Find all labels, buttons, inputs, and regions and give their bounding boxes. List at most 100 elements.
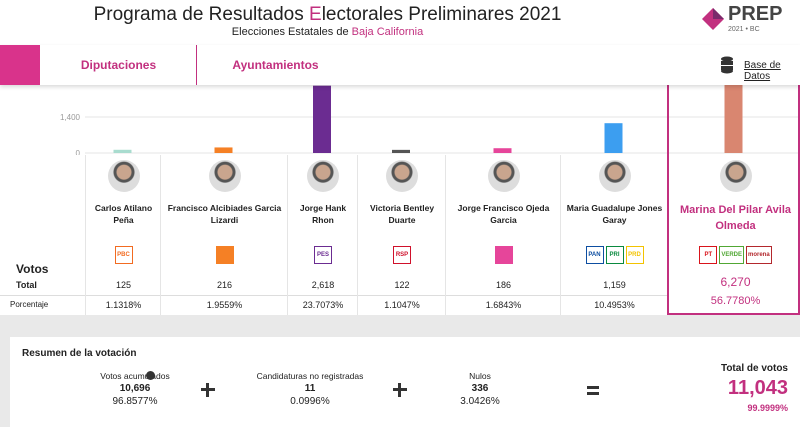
- title-text: Programa de Resultados: [93, 4, 310, 25]
- candidate-photo: [107, 160, 140, 192]
- party-logos: [161, 246, 288, 264]
- plus-sign: [393, 383, 407, 397]
- bar: [493, 148, 512, 153]
- vote-percent: 1.6843%: [485, 300, 522, 310]
- title-highlight: E: [309, 4, 322, 25]
- results-area: 0 1,400 Votos Total Porcentaje Carlos Ati…: [0, 85, 800, 315]
- y-tick-label: 1,400: [60, 113, 81, 122]
- party-logos: PBC: [86, 246, 161, 264]
- vote-percent: 23.7073%: [302, 300, 344, 310]
- vote-total: 125: [115, 280, 132, 290]
- party-logo: PBC: [114, 246, 133, 264]
- summary-value: 336: [471, 383, 489, 394]
- candidate-name: Jorge Hank Rhon: [299, 203, 347, 225]
- candidate-column: Francisco Alcibiades Garcia Lizardi 216 1.…: [160, 155, 287, 315]
- title-text: lectorales Preliminares 2021: [321, 4, 562, 25]
- bar: [604, 123, 623, 153]
- candidate-column: Victoria Bentley Duarte RSP 122 1.1047%: [357, 155, 445, 315]
- summary-percent: 3.0426%: [460, 396, 500, 407]
- total-value: 11,043: [727, 377, 788, 399]
- row-divider: [0, 295, 667, 296]
- header: Programa de Resultados Electorales Preli…: [0, 0, 800, 45]
- vote-total: 2,618: [311, 280, 335, 290]
- vote-percent: 1.1318%: [105, 300, 142, 310]
- vote-total: 216: [216, 280, 233, 290]
- tab[interactable]: Diputaciones: [80, 58, 157, 72]
- party-logo: RSP: [393, 246, 411, 264]
- vote-percent: 1.9559%: [206, 300, 243, 310]
- candidate-photo: [307, 160, 339, 192]
- database-icon: [721, 56, 733, 74]
- bar: [313, 85, 331, 153]
- logo-icon: [702, 8, 724, 30]
- party-logo: VERDE: [719, 246, 744, 264]
- sign-part: [587, 386, 599, 389]
- total-percent: 99.9999%: [747, 403, 788, 413]
- subtitle-highlight: Baja California: [351, 26, 424, 38]
- table: Votos Total Porcentaje Carlos Atilano Pe…: [0, 85, 800, 315]
- subtitle: Elecciones Estatales de Baja California: [0, 26, 655, 38]
- info-icon: [146, 371, 155, 380]
- candidate-column: Maria Guadalupe Jones Garay PAN PRI PRD 1,15…: [560, 155, 667, 315]
- candidate-name: Jorge Francisco Ojeda Garcia: [457, 203, 550, 225]
- candidate-column: Carlos Atilano Peña PBC 125 1.1318%: [85, 155, 160, 315]
- subtitle-text: Elecciones Estatales de: [231, 26, 352, 38]
- tab[interactable]: Ayuntamientos: [232, 58, 319, 72]
- sign-part: [393, 388, 407, 391]
- vote-total: 1,159: [603, 280, 626, 290]
- party-logo: [215, 246, 234, 264]
- logo-sub: 2021 • BC: [728, 26, 760, 33]
- candidate-name: Marina Del Pilar Avila Olmeda: [679, 204, 792, 232]
- summary-label: Votos acumulados: [100, 371, 170, 381]
- party-logo: PAN: [585, 246, 604, 264]
- chart: 0 1,400: [0, 85, 800, 155]
- sign-part: [587, 392, 599, 395]
- candidate-name: Carlos Atilano Peña: [94, 203, 153, 225]
- summary-percent: 96.8577%: [112, 396, 158, 407]
- party-logos: PT VERDE morena: [669, 246, 800, 264]
- y-tick-label: 0: [76, 149, 81, 155]
- candidate-column: Jorge Hank Rhon PES 2,618 23.7073%: [287, 155, 357, 315]
- summary-value: 10,696: [119, 383, 151, 394]
- candidate-name: Francisco Alcibiades Garcia Lizardi: [167, 203, 282, 225]
- database-link[interactable]: Base de Datos: [744, 60, 781, 82]
- party-logos: [446, 246, 561, 264]
- party-logo: [494, 246, 513, 264]
- party-logos: RSP: [358, 246, 446, 264]
- plus-sign: [201, 383, 215, 397]
- logo-text: PREP: [728, 3, 783, 25]
- bar: [392, 149, 410, 153]
- tab-accent: [0, 45, 40, 85]
- party-logo: PRD: [625, 246, 644, 264]
- candidate-photo: [598, 160, 631, 192]
- party-logos: PES: [288, 246, 358, 264]
- party-logos: PAN PRI PRD: [561, 246, 668, 264]
- summary-label: Candidaturas no registradas: [256, 371, 364, 381]
- vote-total: 6,270: [720, 275, 751, 289]
- summary-area: Resumen de la votación Votos acumulados 1…: [0, 315, 800, 432]
- candidate-name: Maria Guadalupe Jones Garay: [566, 203, 663, 225]
- bar: [724, 85, 743, 154]
- sign-part: [201, 388, 215, 391]
- vote-percent: 56.7780%: [710, 295, 761, 307]
- summary-label: Nulos: [469, 371, 491, 381]
- vote-percent: 10.4953%: [594, 300, 635, 310]
- title: Programa de Resultados Electorales Preli…: [0, 4, 655, 26]
- bar-chart: 0 1,400: [60, 85, 800, 155]
- summary-percent: 0.0996%: [290, 396, 330, 407]
- vote-total: 186: [495, 280, 512, 290]
- summary-title: Resumen de la votación: [22, 348, 137, 359]
- row-label: Total: [16, 280, 37, 290]
- candidate-photo: [386, 160, 418, 192]
- summary-value: 11: [304, 383, 316, 394]
- candidate-column: Marina Del Pilar Avila Olmeda PT VERDE more…: [667, 85, 800, 315]
- row-label: Votos: [16, 262, 49, 276]
- candidate-name: Victoria Bentley Duarte: [369, 203, 435, 225]
- tab-divider: [196, 45, 197, 85]
- equals-sign: [587, 386, 599, 395]
- party-logo: morena: [745, 246, 772, 264]
- row-label: Porcentaje: [10, 300, 49, 309]
- candidate-photo: [719, 160, 752, 192]
- bar: [214, 147, 233, 153]
